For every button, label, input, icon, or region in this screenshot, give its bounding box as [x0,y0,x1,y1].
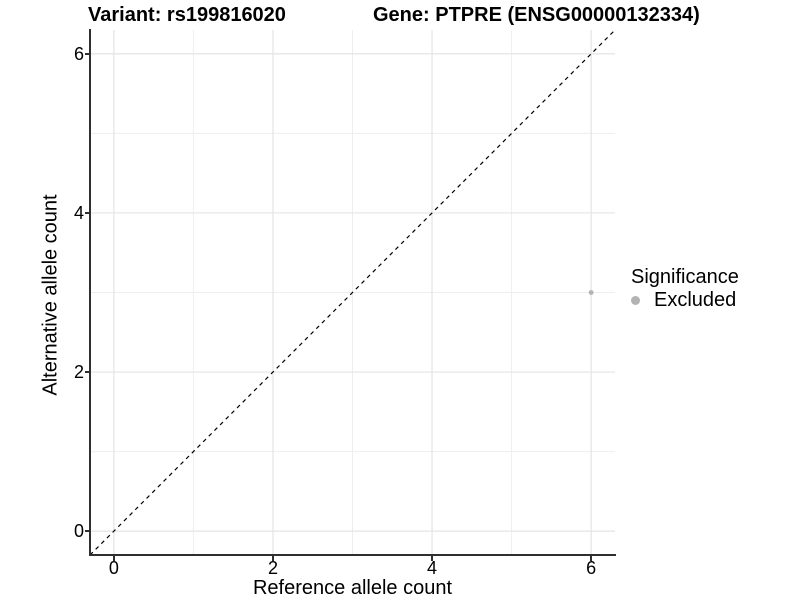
x-axis-tick-mark [590,555,592,561]
plot-title-variant: Variant: rs199816020 [88,4,286,26]
x-axis-line [89,554,616,556]
plot-title-gene: Gene: PTPRE (ENSG00000132334) [373,4,700,26]
legend-title: Significance [631,266,739,288]
y-axis-tick-label: 0 [73,521,84,542]
x-axis-tick-mark [431,555,433,561]
y-axis-tick-mark [84,371,90,373]
y-axis-tick-label: 6 [73,43,84,64]
x-axis-title: Reference allele count [252,577,452,599]
plot-panel [90,30,615,555]
legend-item-label: Excluded [654,288,737,311]
x-axis-tick-label: 0 [108,558,119,578]
legend: Significance Excluded [631,266,739,312]
x-axis-tick-mark [113,555,115,561]
y-axis-tick-label: 2 [73,362,84,383]
x-axis-tick-mark [272,555,274,561]
x-axis-tick-label: 6 [586,558,597,578]
x-axis-tick-label: 2 [267,558,278,578]
y-axis-tick-mark [84,53,90,55]
y-axis-tick-label: 4 [73,202,84,223]
identity-dashed-line [90,30,615,555]
y-axis-tick-mark [84,530,90,532]
data-point [588,290,594,295]
x-axis-tick-label: 4 [427,558,438,578]
legend-item-excluded: Excluded [631,288,739,312]
y-axis-title: Alternative allele count [39,194,62,396]
y-axis-line [89,29,91,556]
y-axis-tick-mark [84,212,90,214]
legend-key-dot [631,295,640,305]
